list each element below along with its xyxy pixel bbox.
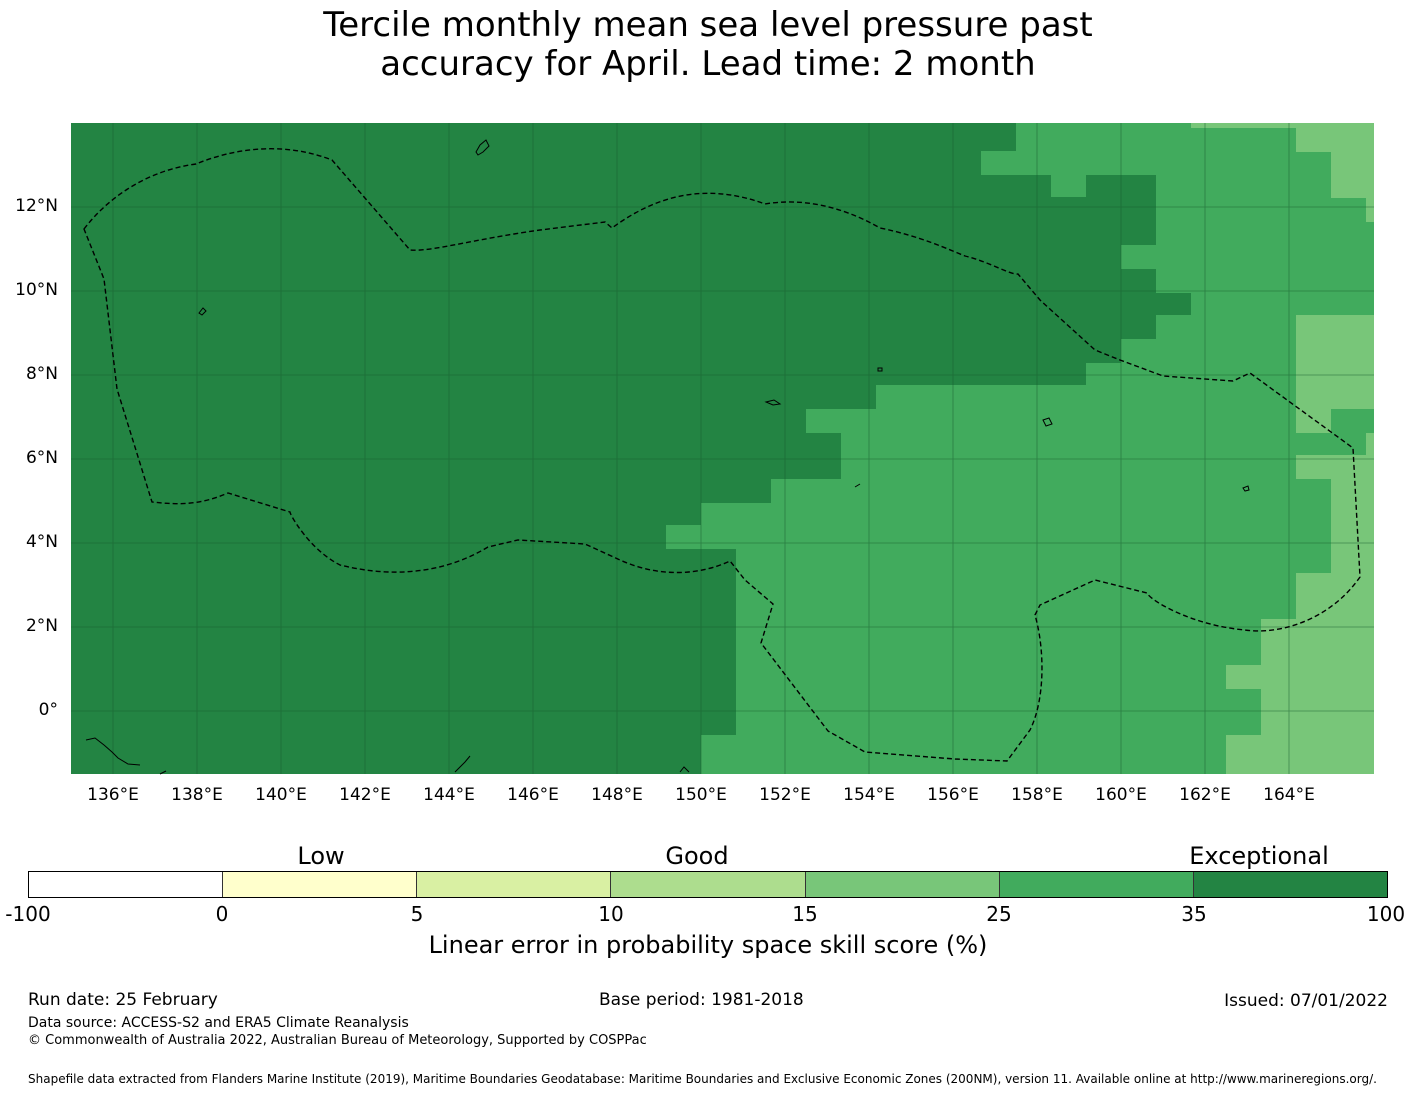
lat-tick-0: 0° <box>38 700 58 720</box>
lat-tick-10n: 10°N <box>15 280 58 300</box>
colorbar-bin <box>805 872 1000 897</box>
colorbar-axis-label: Linear error in probability space skill … <box>428 931 988 959</box>
island-outlines <box>85 139 1250 775</box>
lon-tick-164e: 164°E <box>1263 785 1315 805</box>
colorbar-bin <box>611 872 806 897</box>
lon-tick-154e: 154°E <box>843 785 895 805</box>
lon-tick-152e: 152°E <box>759 785 811 805</box>
colorbar-bin <box>1193 872 1387 897</box>
lon-tick-136e: 136°E <box>87 785 139 805</box>
colorbar-bin <box>999 872 1194 897</box>
colorbar-tick: 15 <box>792 902 818 926</box>
colorbar-tick: -100 <box>5 902 51 926</box>
lon-tick-146e: 146°E <box>507 785 559 805</box>
colorbar-bin <box>29 872 224 897</box>
map-gridlines <box>71 123 1374 774</box>
lon-tick-162e: 162°E <box>1179 785 1231 805</box>
legend-category-low: Low <box>297 842 345 870</box>
issued-date: Issued: 07/01/2022 <box>1224 991 1388 1011</box>
base-period: Base period: 1981-2018 <box>599 990 804 1010</box>
legend-category-good: Good <box>665 842 729 870</box>
chart-title: Tercile monthly mean sea level pressure … <box>0 6 1416 84</box>
colorbar-tick: 100 <box>1366 902 1406 926</box>
lat-tick-6n: 6°N <box>25 448 58 468</box>
lat-tick-12n: 12°N <box>15 196 58 216</box>
run-date: Run date: 25 February <box>28 990 218 1010</box>
lon-tick-150e: 150°E <box>675 785 727 805</box>
good-high-skill-region <box>1191 123 1374 774</box>
title-line-2: accuracy for April. Lead time: 2 month <box>380 44 1036 84</box>
lat-tick-8n: 8°N <box>25 364 58 384</box>
lat-tick-2n: 2°N <box>25 616 58 636</box>
data-source: Data source: ACCESS-S2 and ERA5 Climate … <box>28 1015 409 1031</box>
legend-category-exceptional: Exceptional <box>1189 842 1329 870</box>
lat-tick-4n: 4°N <box>25 532 58 552</box>
copyright: © Commonwealth of Australia 2022, Austra… <box>28 1033 647 1048</box>
colorbar-bin <box>417 872 612 897</box>
colorbar <box>28 871 1388 898</box>
lon-tick-158e: 158°E <box>1011 785 1063 805</box>
colorbar-tick: 5 <box>410 902 424 926</box>
lon-tick-144e: 144°E <box>423 785 475 805</box>
colorbar-tick: 25 <box>986 902 1012 926</box>
lon-tick-142e: 142°E <box>339 785 391 805</box>
colorbar-tick: 35 <box>1181 902 1207 926</box>
lon-tick-148e: 148°E <box>591 785 643 805</box>
lon-tick-138e: 138°E <box>171 785 223 805</box>
lon-tick-156e: 156°E <box>927 785 979 805</box>
shapefile-credit: Shapefile data extracted from Flanders M… <box>28 1072 1377 1086</box>
colorbar-tick: 0 <box>215 902 229 926</box>
colorbar-bin <box>223 872 418 897</box>
lon-tick-160e: 160°E <box>1095 785 1147 805</box>
title-line-1: Tercile monthly mean sea level pressure … <box>323 5 1093 45</box>
eez-boundary-west <box>83 148 1361 762</box>
colorbar-tick: 10 <box>598 902 624 926</box>
lon-tick-140e: 140°E <box>255 785 307 805</box>
